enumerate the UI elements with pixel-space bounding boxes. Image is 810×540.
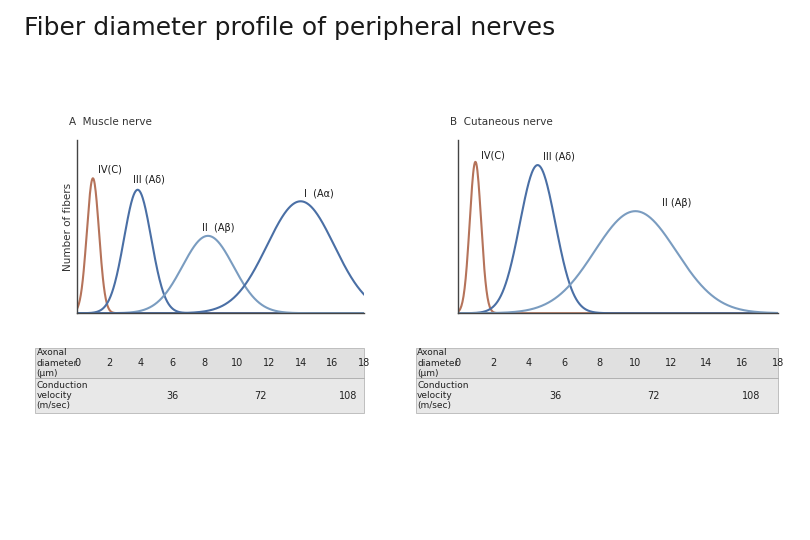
Text: 2: 2 xyxy=(490,358,497,368)
Text: 14: 14 xyxy=(295,358,307,368)
Text: III (Aδ): III (Aδ) xyxy=(133,175,164,185)
Text: IV(C): IV(C) xyxy=(481,150,505,160)
Text: 8: 8 xyxy=(202,358,208,368)
Text: 0: 0 xyxy=(454,358,461,368)
Text: Axonal
diameter
(μm): Axonal diameter (μm) xyxy=(36,348,78,378)
Text: 12: 12 xyxy=(665,358,677,368)
Y-axis label: Number of fibers: Number of fibers xyxy=(63,183,73,271)
Text: 4: 4 xyxy=(138,358,144,368)
Text: 2: 2 xyxy=(106,358,112,368)
Text: 36: 36 xyxy=(549,390,561,401)
Text: A  Muscle nerve: A Muscle nerve xyxy=(69,117,151,127)
Text: Conduction
velocity
(m/sec): Conduction velocity (m/sec) xyxy=(417,381,469,410)
Text: 72: 72 xyxy=(647,390,659,401)
Text: II  (Aβ): II (Aβ) xyxy=(202,222,234,233)
Text: 36: 36 xyxy=(167,390,179,401)
Text: III (Aδ): III (Aδ) xyxy=(543,152,575,162)
Text: IV(C): IV(C) xyxy=(98,165,121,175)
Text: 10: 10 xyxy=(231,358,243,368)
Text: 12: 12 xyxy=(262,358,275,368)
Text: 14: 14 xyxy=(701,358,713,368)
Text: 8: 8 xyxy=(597,358,603,368)
Text: 108: 108 xyxy=(339,390,358,401)
Text: 16: 16 xyxy=(736,358,748,368)
Text: Axonal
diameter
(μm): Axonal diameter (μm) xyxy=(417,348,458,378)
Text: 6: 6 xyxy=(170,358,176,368)
Text: 16: 16 xyxy=(326,358,339,368)
Text: II (Aβ): II (Aβ) xyxy=(662,198,692,208)
Text: 108: 108 xyxy=(742,390,760,401)
Text: Fiber diameter profile of peripheral nerves: Fiber diameter profile of peripheral ner… xyxy=(24,16,556,40)
Text: 18: 18 xyxy=(771,358,784,368)
Text: 4: 4 xyxy=(526,358,532,368)
Text: 0: 0 xyxy=(74,358,80,368)
Text: 72: 72 xyxy=(254,390,267,401)
Text: I  (Aα): I (Aα) xyxy=(304,188,334,198)
Text: Conduction
velocity
(m/sec): Conduction velocity (m/sec) xyxy=(36,381,88,410)
Text: 10: 10 xyxy=(629,358,642,368)
Text: 18: 18 xyxy=(358,358,371,368)
Text: 6: 6 xyxy=(561,358,567,368)
Text: B  Cutaneous nerve: B Cutaneous nerve xyxy=(450,117,552,127)
